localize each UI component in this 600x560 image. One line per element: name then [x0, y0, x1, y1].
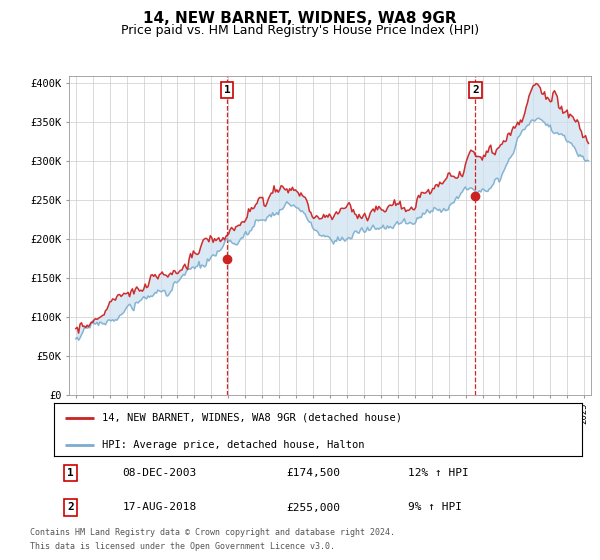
Text: 1: 1 [67, 468, 74, 478]
Text: 17-AUG-2018: 17-AUG-2018 [122, 502, 197, 512]
Text: HPI: Average price, detached house, Halton: HPI: Average price, detached house, Halt… [101, 440, 364, 450]
Text: 9% ↑ HPI: 9% ↑ HPI [408, 502, 462, 512]
Text: Contains HM Land Registry data © Crown copyright and database right 2024.: Contains HM Land Registry data © Crown c… [30, 528, 395, 536]
Text: 1: 1 [224, 85, 230, 95]
Text: 14, NEW BARNET, WIDNES, WA8 9GR (detached house): 14, NEW BARNET, WIDNES, WA8 9GR (detache… [101, 413, 401, 423]
Text: 14, NEW BARNET, WIDNES, WA8 9GR: 14, NEW BARNET, WIDNES, WA8 9GR [143, 11, 457, 26]
Text: 2: 2 [67, 502, 74, 512]
Text: Price paid vs. HM Land Registry's House Price Index (HPI): Price paid vs. HM Land Registry's House … [121, 24, 479, 37]
Text: This data is licensed under the Open Government Licence v3.0.: This data is licensed under the Open Gov… [30, 542, 335, 550]
Text: £174,500: £174,500 [286, 468, 340, 478]
Text: 12% ↑ HPI: 12% ↑ HPI [408, 468, 469, 478]
Text: 08-DEC-2003: 08-DEC-2003 [122, 468, 197, 478]
Text: £255,000: £255,000 [286, 502, 340, 512]
Text: 2: 2 [472, 85, 479, 95]
